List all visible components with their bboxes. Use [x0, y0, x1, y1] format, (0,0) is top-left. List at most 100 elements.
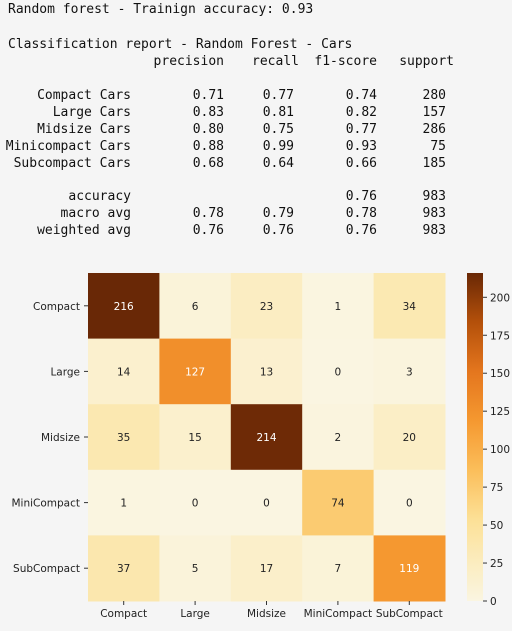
heatmap-cell — [302, 404, 375, 471]
colorbar-tick-label: 125 — [490, 406, 510, 418]
report-row-label: Minicompact Cars — [5, 139, 131, 154]
heatmap-cell — [302, 273, 375, 340]
heatmap-cell — [159, 535, 232, 602]
heatmap-cell — [159, 273, 232, 340]
report-row-recall: 0.99 — [262, 139, 294, 154]
heatmap-cell — [230, 535, 303, 602]
colorbar-tick-label: 0 — [490, 596, 497, 608]
report-summary-row-recall: 0.79 — [262, 206, 294, 221]
report-row-label: Midsize Cars — [37, 122, 131, 137]
cell-value-label: 37 — [117, 563, 130, 575]
heatmap-cell — [302, 535, 375, 602]
report-summary-row-support: 983 — [422, 223, 446, 238]
heatmap-cell — [159, 404, 232, 471]
cell-value-label: 2 — [335, 432, 342, 444]
report-header-3: support — [399, 54, 454, 69]
report-summary-row-f1: 0.76 — [345, 223, 377, 238]
report-row-label: Subcompact Cars — [13, 156, 131, 171]
report-header-1: recall — [252, 54, 299, 69]
report-row-label: Large Cars — [52, 105, 131, 120]
heatmap-cell — [230, 273, 303, 340]
cell-value-label: 17 — [260, 563, 273, 575]
x-tick-label: SubCompact — [376, 608, 443, 620]
classification-report: Random forest - Trainign accuracy: 0.93 C… — [0, 0, 512, 250]
report-row-recall: 0.77 — [262, 88, 294, 103]
cell-value-label: 6 — [192, 301, 199, 313]
report-row-f1: 0.77 — [345, 122, 377, 137]
colorbar-tick-label: 25 — [490, 558, 503, 570]
cell-value-label: 0 — [335, 366, 342, 378]
colorbar-tick-label: 50 — [490, 520, 503, 532]
heatmap-cell — [302, 469, 375, 536]
report-row-support: 75 — [430, 139, 446, 154]
y-tick-label: Compact — [33, 301, 80, 313]
cell-value-label: 127 — [185, 366, 205, 378]
cell-value-label: 15 — [188, 432, 201, 444]
report-row-support: 185 — [422, 156, 446, 171]
report-row-f1: 0.74 — [345, 88, 377, 103]
report-header-0: precision — [153, 54, 224, 69]
report-summary-row: weighted avg 0.76 0.76 0.76 983 — [0, 222, 512, 239]
heatmap-cell — [302, 338, 375, 405]
y-tick-label: Large — [50, 366, 80, 378]
y-tick-label: Midsize — [41, 432, 80, 444]
report-row-precision: 0.80 — [192, 122, 224, 137]
heatmap-cell — [230, 338, 303, 405]
heatmap-cell — [373, 469, 446, 536]
report-row-support: 286 — [422, 122, 446, 137]
heatmap-cell — [373, 535, 446, 602]
report-summary-row-label: macro avg — [60, 206, 131, 221]
heatmap-cell — [230, 404, 303, 471]
y-tick-label: SubCompact — [13, 563, 80, 575]
report-row-f1: 0.93 — [345, 139, 377, 154]
cell-value-label: 20 — [403, 432, 416, 444]
cell-value-label: 13 — [260, 366, 273, 378]
heatmap-cell — [373, 404, 446, 471]
report-row-label: Compact Cars — [37, 88, 131, 103]
heatmap-cell — [230, 469, 303, 536]
report-row-precision: 0.71 — [192, 88, 224, 103]
report-summary-row-recall: 0.76 — [262, 223, 294, 238]
heatmap-cell — [88, 535, 160, 602]
report-summary-row-support: 983 — [422, 206, 446, 221]
report-row-recall: 0.75 — [262, 122, 294, 137]
cell-value-label: 1 — [335, 301, 342, 313]
report-row-support: 157 — [422, 105, 446, 120]
x-tick-label: Compact — [100, 608, 147, 620]
y-tick-label: MiniCompact — [11, 498, 80, 510]
heatmap-cell — [88, 338, 160, 405]
report-summary-row-support: 983 — [422, 189, 446, 204]
colorbar — [467, 273, 483, 601]
report-row-recall: 0.81 — [262, 105, 294, 120]
heatmap-cell — [88, 404, 160, 471]
heatmap-cell — [159, 338, 232, 405]
cell-value-label: 0 — [192, 498, 199, 510]
training-accuracy-line: Random forest - Trainign accuracy: 0.93 — [8, 2, 314, 17]
colorbar-tick-label: 150 — [490, 368, 510, 380]
cell-value-label: 34 — [403, 301, 417, 313]
report-summary-row-f1: 0.76 — [345, 189, 377, 204]
heatmap-cell — [88, 273, 160, 340]
colorbar-tick-label: 75 — [490, 482, 503, 494]
heatmap-cell — [159, 469, 232, 536]
report-row-support: 280 — [422, 88, 446, 103]
cell-value-label: 216 — [114, 301, 134, 313]
report-summary-row-precision: 0.76 — [192, 223, 224, 238]
report-row: Minicompact Cars 0.88 0.99 0.93 75 — [0, 138, 512, 155]
x-tick-label: MiniCompact — [304, 608, 373, 620]
report-row-recall: 0.64 — [262, 156, 294, 171]
report-summary-row: macro avg 0.78 0.79 0.78 983 — [0, 205, 512, 222]
cell-value-label: 35 — [117, 432, 130, 444]
cell-value-label: 119 — [399, 563, 419, 575]
colorbar-tick-label: 200 — [490, 292, 510, 304]
cell-value-label: 23 — [260, 301, 273, 313]
cell-value-label: 1 — [120, 498, 127, 510]
colorbar-tick-label: 100 — [490, 444, 510, 456]
report-row: Midsize Cars 0.80 0.75 0.77 286 — [0, 121, 512, 138]
cell-value-label: 0 — [406, 498, 413, 510]
cell-value-label: 214 — [256, 432, 276, 444]
report-row: Subcompact Cars 0.68 0.64 0.66 185 — [0, 155, 512, 172]
cell-value-label: 74 — [331, 498, 345, 510]
cell-value-label: 14 — [117, 366, 131, 378]
